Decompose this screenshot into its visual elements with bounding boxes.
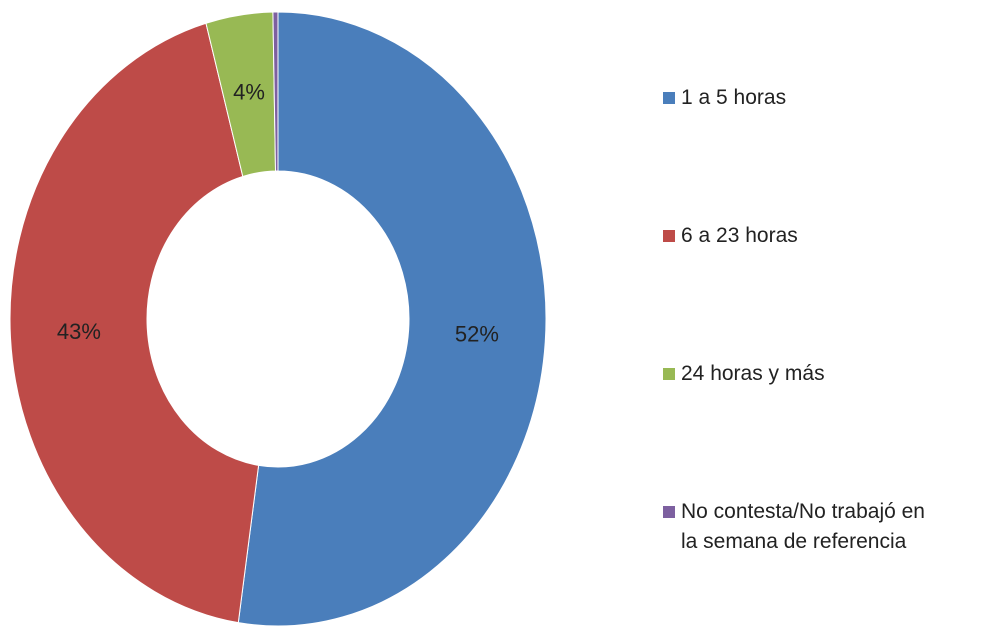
legend-label: 6 a 23 horas	[681, 224, 798, 247]
legend-label: 24 horas y más	[681, 362, 825, 385]
donut-slice	[237, 11, 547, 626]
legend-item: 24 horas y más	[663, 362, 931, 389]
donut-slice	[272, 11, 279, 172]
legend-swatch	[663, 368, 675, 380]
legend-item: No contesta/No trabajó en la semana de r…	[663, 500, 931, 557]
legend-swatch	[663, 506, 675, 518]
data-label: 52%	[455, 322, 499, 347]
data-label: 43%	[57, 319, 101, 344]
legend-item: 1 a 5 horas	[663, 86, 931, 113]
donut-slice	[9, 22, 260, 624]
legend-swatch	[663, 230, 675, 242]
legend-item: 6 a 23 horas	[663, 224, 931, 251]
data-label: 4%	[233, 80, 265, 105]
legend-label: 1 a 5 horas	[681, 86, 787, 109]
legend-label: No contesta/No trabajó en la semana de r…	[681, 500, 925, 553]
legend-swatch	[663, 92, 675, 104]
